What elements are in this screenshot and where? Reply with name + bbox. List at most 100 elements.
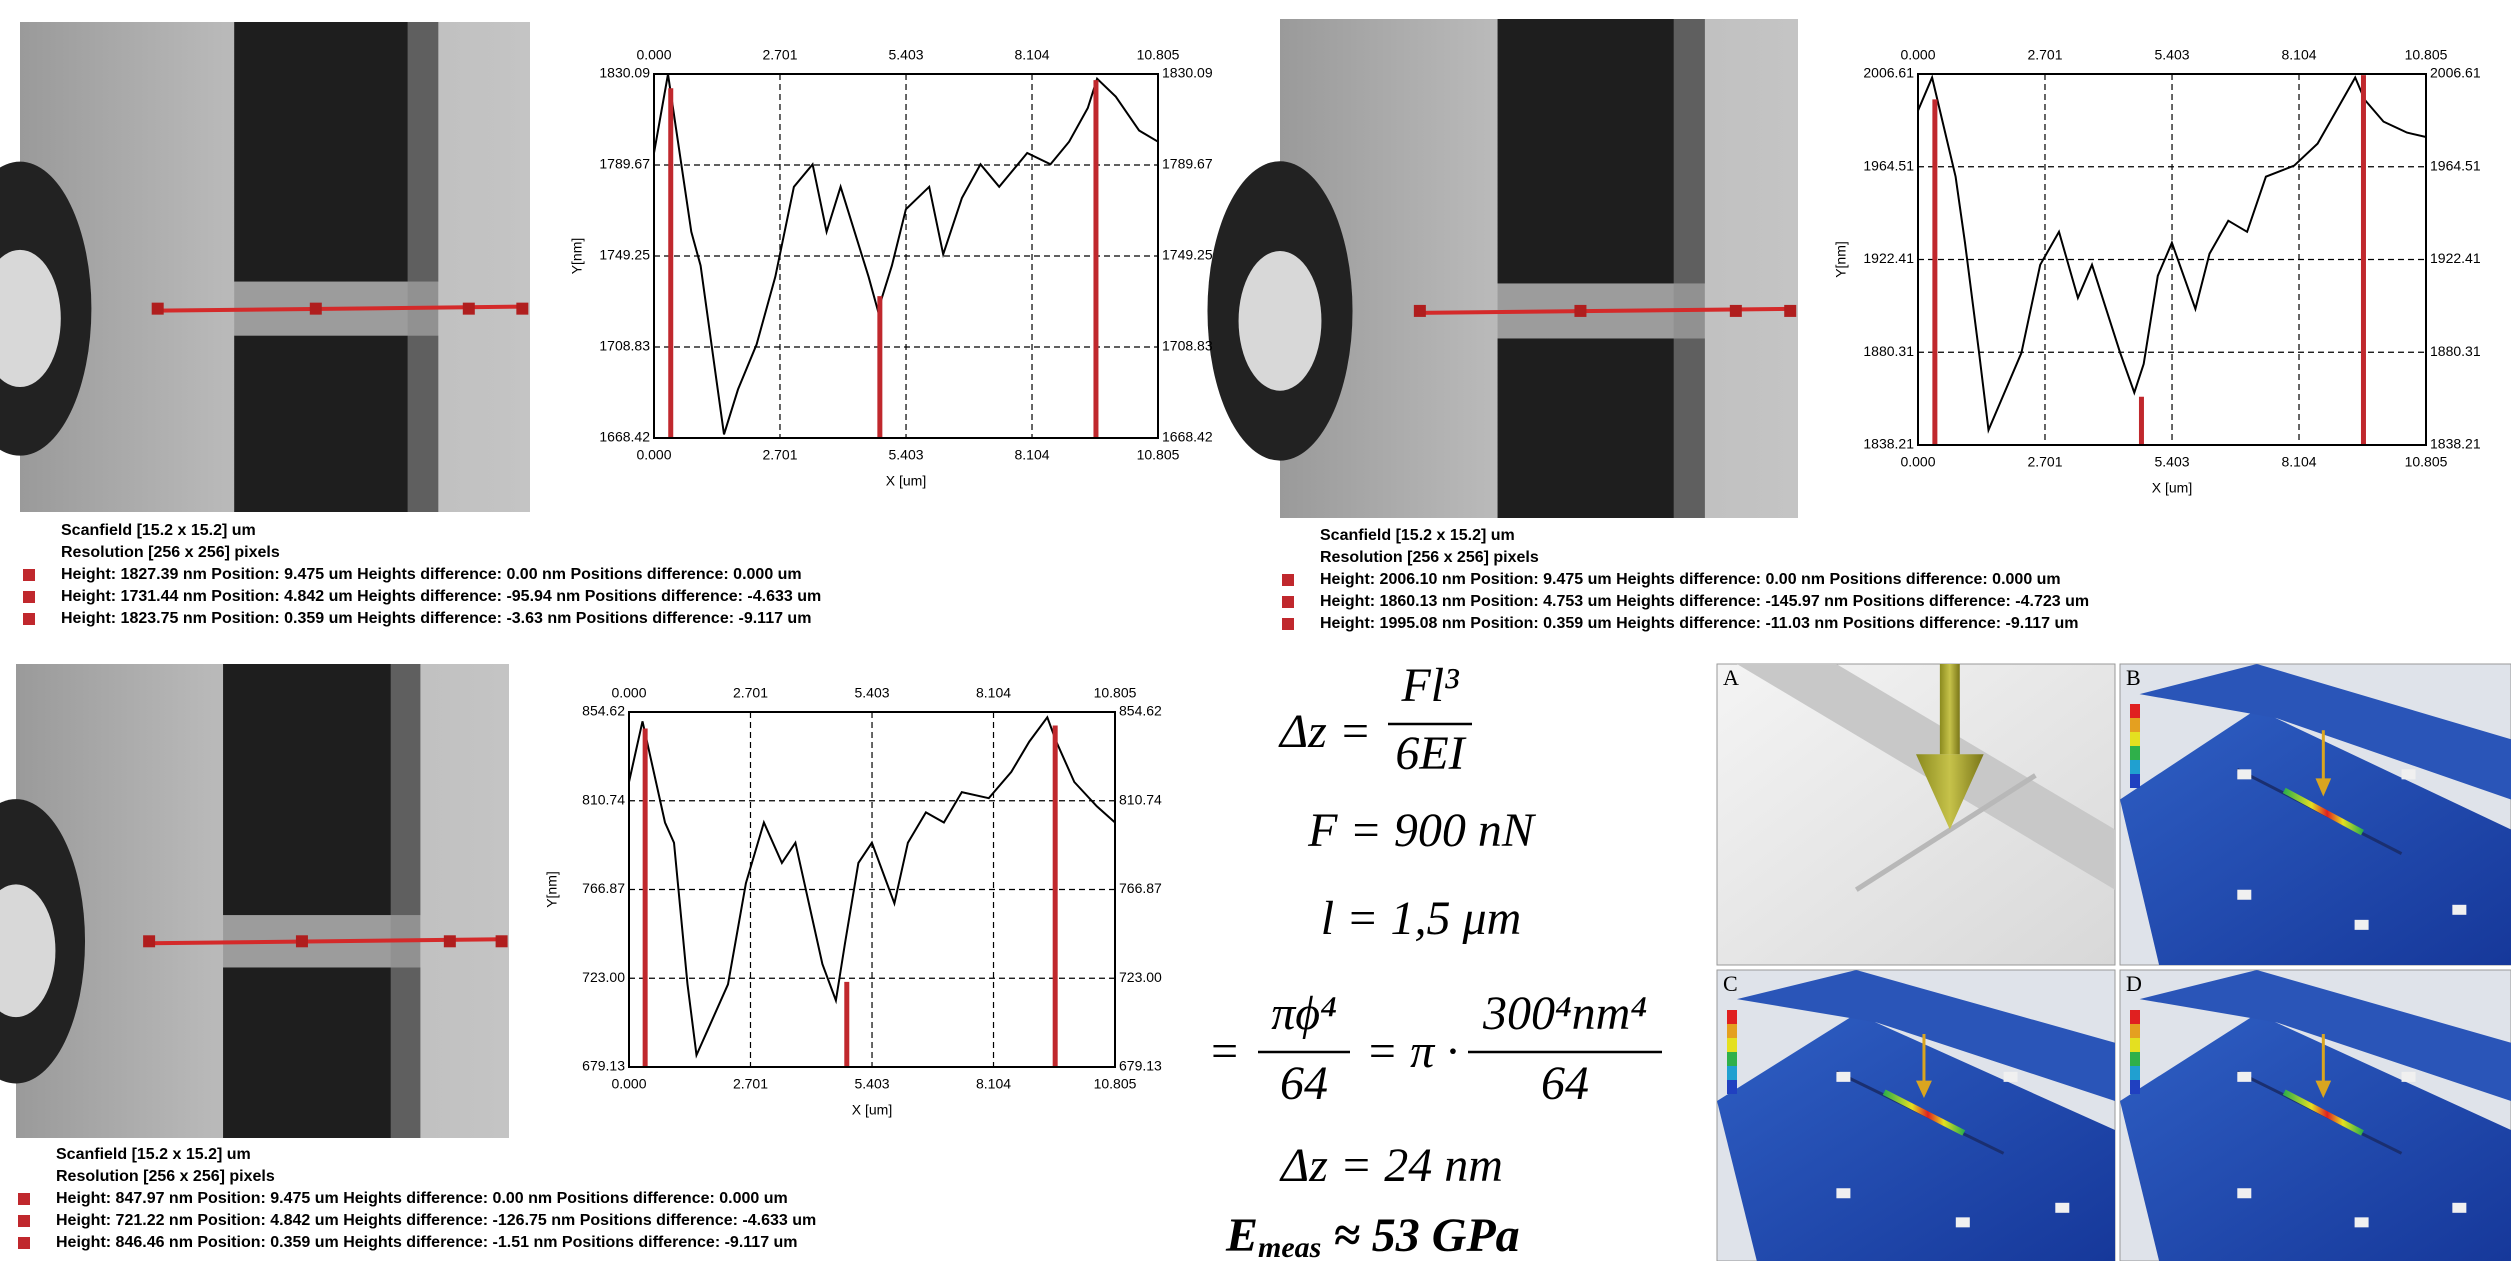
y-tick-label-right: 1708.83 — [1162, 338, 1213, 354]
x-tick-label: 2.701 — [2027, 454, 2062, 470]
panel-label: D — [2126, 971, 2142, 996]
fem-support — [2055, 1203, 2069, 1213]
afm-edge — [408, 22, 439, 512]
profile-handle — [152, 303, 164, 315]
y-tick-label-right: 1668.42 — [1162, 429, 1213, 445]
x-tick-label-top: 5.403 — [854, 685, 889, 701]
x-tick-label: 8.104 — [1014, 447, 1049, 463]
fem-support — [1836, 1072, 1850, 1082]
fem-color-scale — [1727, 1038, 1737, 1052]
y-tick-label-right: 723.00 — [1119, 969, 1162, 985]
fem-support — [1956, 1217, 1970, 1227]
measurement: Height: 1827.39 nm Position: 9.475 um He… — [61, 566, 802, 583]
equation: l = 1,5 μm — [1321, 892, 1521, 945]
y-tick-label: 723.00 — [582, 969, 625, 985]
fem-color-scale — [2130, 1038, 2140, 1052]
profile-handle — [310, 303, 322, 315]
equation: Δz = 24 nm — [1279, 1139, 1503, 1192]
x-tick-label-top: 8.104 — [2281, 47, 2316, 63]
fem-color-scale — [2130, 1052, 2140, 1066]
scanfield: Scanfield [15.2 x 15.2] um — [56, 1146, 251, 1163]
measurement: Height: 1860.13 nm Position: 4.753 um He… — [1320, 593, 2089, 610]
x-tick-label-top: 10.805 — [1137, 47, 1180, 63]
fem-color-scale — [2130, 1010, 2140, 1024]
y-tick-label: 1708.83 — [599, 338, 650, 354]
fem-support — [2004, 1072, 2018, 1082]
fem-color-scale — [1727, 1024, 1737, 1038]
fem-support — [2355, 920, 2369, 930]
fem-color-scale — [1727, 1066, 1737, 1080]
x-tick-label: 10.805 — [1094, 1076, 1137, 1092]
y-axis-title: Y[nm] — [1833, 241, 1849, 278]
measurement: Height: 847.97 nm Position: 9.475 um Hei… — [56, 1190, 788, 1207]
profile-handle — [1414, 305, 1426, 317]
y-tick-label-right: 766.87 — [1119, 880, 1162, 896]
equation-result: Emeas ≈ 53 GPa — [1225, 1209, 1520, 1261]
cursor-marker-icon — [1282, 618, 1294, 630]
fem-support — [2402, 769, 2416, 779]
fem-color-scale — [2130, 1080, 2140, 1094]
x-tick-label-top: 2.701 — [733, 685, 768, 701]
y-tick-label-right: 1880.31 — [2430, 343, 2481, 359]
x-tick-label: 2.701 — [762, 447, 797, 463]
y-tick-label-right: 854.62 — [1119, 703, 1162, 719]
y-tick-label: 1830.09 — [599, 65, 650, 81]
afm-edge — [1674, 19, 1705, 518]
x-tick-label-top: 10.805 — [2405, 47, 2448, 63]
equation-numerator: πϕ⁴ — [1271, 987, 1337, 1040]
equation-symbol: E — [1225, 1209, 1258, 1261]
x-tick-label: 0.000 — [1900, 454, 1935, 470]
fem-color-scale — [2130, 704, 2140, 718]
measurement: Height: 721.22 nm Position: 4.842 um Hei… — [56, 1212, 816, 1229]
indenter-shaft — [1940, 664, 1960, 754]
y-tick-label: 1668.42 — [599, 429, 650, 445]
fem-support — [1836, 1188, 1850, 1198]
profile-handle — [496, 935, 508, 947]
y-tick-label-right: 2006.61 — [2430, 65, 2481, 81]
cursor-marker-icon — [23, 591, 35, 603]
profile-handle — [444, 935, 456, 947]
y-tick-label: 679.13 — [582, 1058, 625, 1074]
afm-edge — [391, 664, 421, 1138]
x-tick-label: 5.403 — [888, 447, 923, 463]
fem-color-scale — [2130, 760, 2140, 774]
x-tick-label: 2.701 — [733, 1076, 768, 1092]
y-tick-label-right: 1749.25 — [1162, 247, 1213, 263]
profile-handle — [143, 935, 155, 947]
y-tick-label-right: 1964.51 — [2430, 157, 2481, 173]
y-tick-label: 854.62 — [582, 703, 625, 719]
equation-subscript: meas — [1258, 1231, 1321, 1261]
x-tick-label-top: 2.701 — [2027, 47, 2062, 63]
profile-handle — [296, 935, 308, 947]
equation-denominator: 6EI — [1395, 727, 1466, 780]
fem-support — [2355, 1217, 2369, 1227]
cursor-marker-icon — [1282, 574, 1294, 586]
x-tick-label-top: 5.403 — [888, 47, 923, 63]
fem-color-scale — [1727, 1010, 1737, 1024]
panel-label: A — [1723, 665, 1739, 690]
afm-pit-core — [1239, 251, 1322, 391]
y-tick-label-right: 810.74 — [1119, 791, 1162, 807]
y-tick-label: 2006.61 — [1863, 65, 1914, 81]
afm-image — [0, 664, 509, 1138]
fem-panel: C — [1717, 970, 2115, 1261]
y-axis-title: Y[nm] — [569, 238, 585, 275]
x-tick-label-top: 0.000 — [636, 47, 671, 63]
fem-support — [2237, 890, 2251, 900]
fem-support — [2237, 769, 2251, 779]
cursor-marker-icon — [18, 1237, 30, 1249]
equation-numerator: 300⁴nm⁴ — [1482, 987, 1647, 1040]
y-axis-title: Y[nm] — [544, 871, 560, 908]
y-tick-label-right: 1922.41 — [2430, 250, 2481, 266]
y-tick-label-right: 1830.09 — [1162, 65, 1213, 81]
figure: Δz = Fl³ 6EI F = 900 nN l = 1,5 μm = πϕ⁴… — [0, 0, 2511, 1261]
resolution: Resolution [256 x 256] pixels — [56, 1168, 275, 1185]
measurement: Height: 846.46 nm Position: 0.359 um Hei… — [56, 1234, 798, 1251]
x-tick-label: 10.805 — [1137, 447, 1180, 463]
x-axis-title: X [um] — [852, 1102, 892, 1118]
y-tick-label: 1880.31 — [1863, 343, 1914, 359]
x-tick-label-top: 5.403 — [2155, 47, 2190, 63]
cursor-marker-icon — [1282, 596, 1294, 608]
y-tick-label-right: 1789.67 — [1162, 156, 1213, 172]
y-tick-label: 1749.25 — [599, 247, 650, 263]
